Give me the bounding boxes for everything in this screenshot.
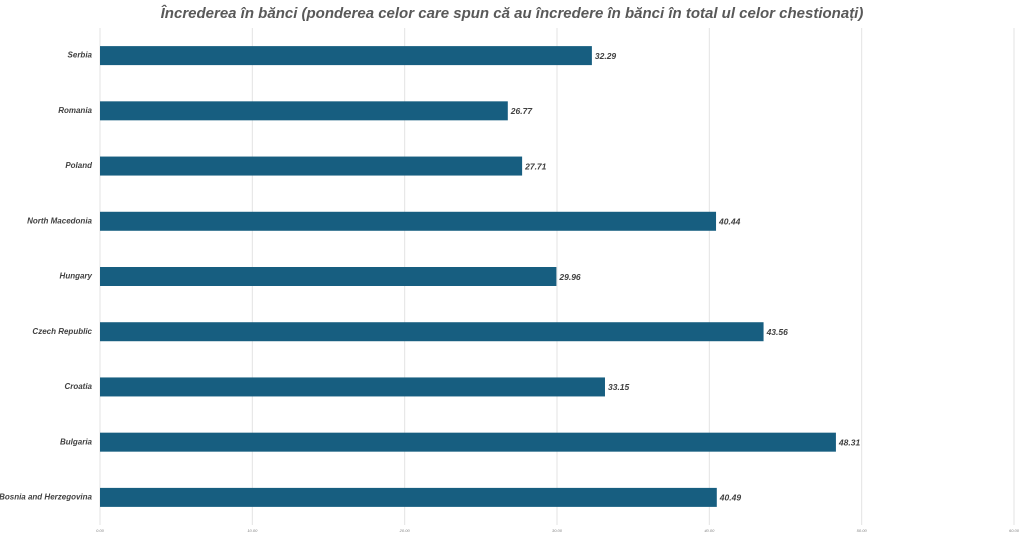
- bar: [100, 487, 717, 507]
- value-label: 48.31: [838, 437, 861, 447]
- bar: [100, 101, 508, 121]
- chart-title: Încrederea în bănci (ponderea celor care…: [161, 4, 864, 22]
- value-label: 33.15: [608, 382, 630, 392]
- y-tick-label: Bosnia and Herzegovina: [0, 492, 93, 501]
- x-tick-label: 20.00: [399, 528, 411, 533]
- x-tick-label: 50.00: [857, 528, 868, 533]
- value-label: 43.56: [766, 327, 789, 337]
- value-label: 32.29: [595, 51, 617, 61]
- bar: [100, 211, 717, 231]
- x-tick-label: 60.00: [1009, 528, 1020, 533]
- x-tick-label: 30.00: [552, 528, 563, 533]
- x-tick-label: 0.00: [96, 528, 105, 533]
- bar: [100, 377, 605, 397]
- y-tick-label: Poland: [65, 161, 93, 170]
- y-tick-label: Czech Republic: [32, 327, 92, 336]
- bar: [100, 46, 592, 66]
- value-label: 27.71: [524, 161, 547, 171]
- value-label: 40.49: [719, 493, 742, 503]
- bar: [100, 322, 764, 342]
- x-tick-label: 10.00: [247, 528, 258, 533]
- y-tick-label: North Macedonia: [27, 216, 92, 225]
- y-tick-label: Croatia: [64, 382, 92, 391]
- y-tick-label: Serbia: [68, 51, 93, 60]
- bar: [100, 156, 523, 176]
- y-tick-label: Hungary: [60, 272, 93, 281]
- bar: [100, 267, 557, 286]
- y-tick-label: Bulgaria: [60, 437, 93, 446]
- value-label: 29.96: [558, 272, 581, 282]
- value-label: 26.77: [510, 106, 534, 116]
- y-tick-label: Romania: [58, 106, 92, 115]
- value-label: 40.44: [718, 217, 741, 227]
- bar: [100, 432, 836, 452]
- x-tick-label: 40.00: [704, 528, 715, 533]
